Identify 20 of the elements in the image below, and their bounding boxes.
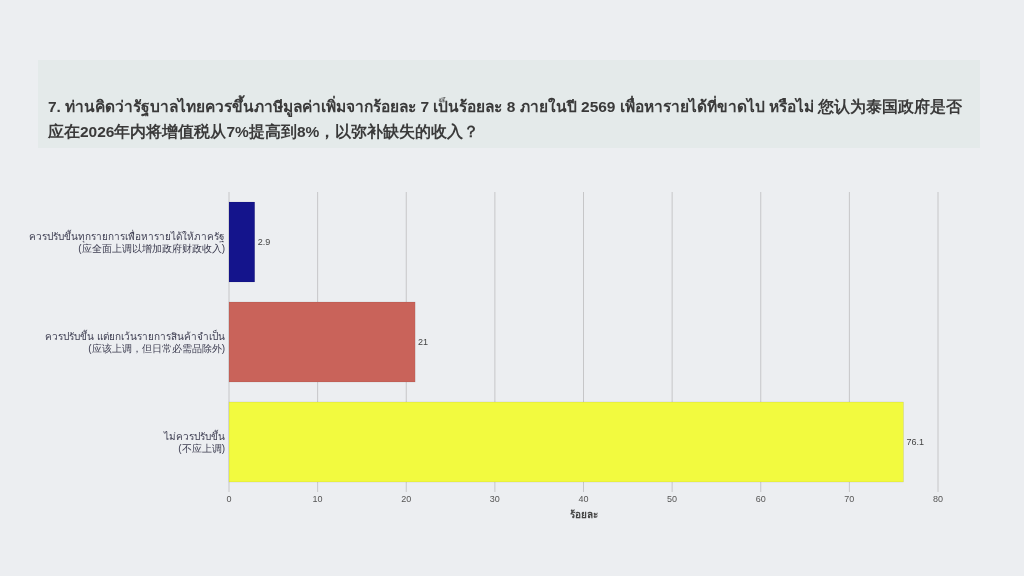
y-tick-label: ควรปรับขึ้นทุกรายการเพื่อหารายได้ให้ภาครัฐ (应全面上调以增加政府财政收入) (29, 228, 225, 254)
x-tick-label: 10 (312, 494, 323, 504)
data-label: 76.1 (906, 437, 924, 447)
x-tick-label: 40 (578, 494, 589, 504)
x-tick-label: 80 (932, 494, 944, 504)
x-tick-label: 20 (401, 494, 412, 504)
chart-title: 7. ท่านคิดว่ารัฐบาลไทยควรขึ้นภาษีมูลค่าเพิ่มจากร้อยละ 7 เป็นร้อยละ 8 ภายในปี 2569 เพื่อหารายได้ที่ขาดไป หรือไม่ 您认为泰国政府是否应在2026年内将增值税从7%提高到8%，以弥补缺失的收入？ (48, 94, 964, 142)
x-tick-label: 60 (755, 494, 766, 504)
x-tick-label: 50 (667, 494, 678, 504)
x-tick-label: 70 (844, 494, 855, 504)
y-tick-label: ไม่ควรปรับขึ้น (不应上调) (163, 428, 225, 454)
bar (228, 401, 904, 483)
data-label: 21 (418, 337, 429, 347)
x-axis-title: ร้อยละ (569, 509, 598, 520)
x-tick-label: 30 (489, 494, 500, 504)
data-label: 2.9 (257, 237, 271, 247)
x-tick-label: 0 (226, 494, 232, 504)
bar (228, 201, 255, 283)
y-tick-label: ควรปรับขึ้น แต่ยกเว้นรายการสินค้าจำเป็น (应该上调，但日常必需品除外) (45, 328, 225, 354)
bar (228, 301, 416, 383)
